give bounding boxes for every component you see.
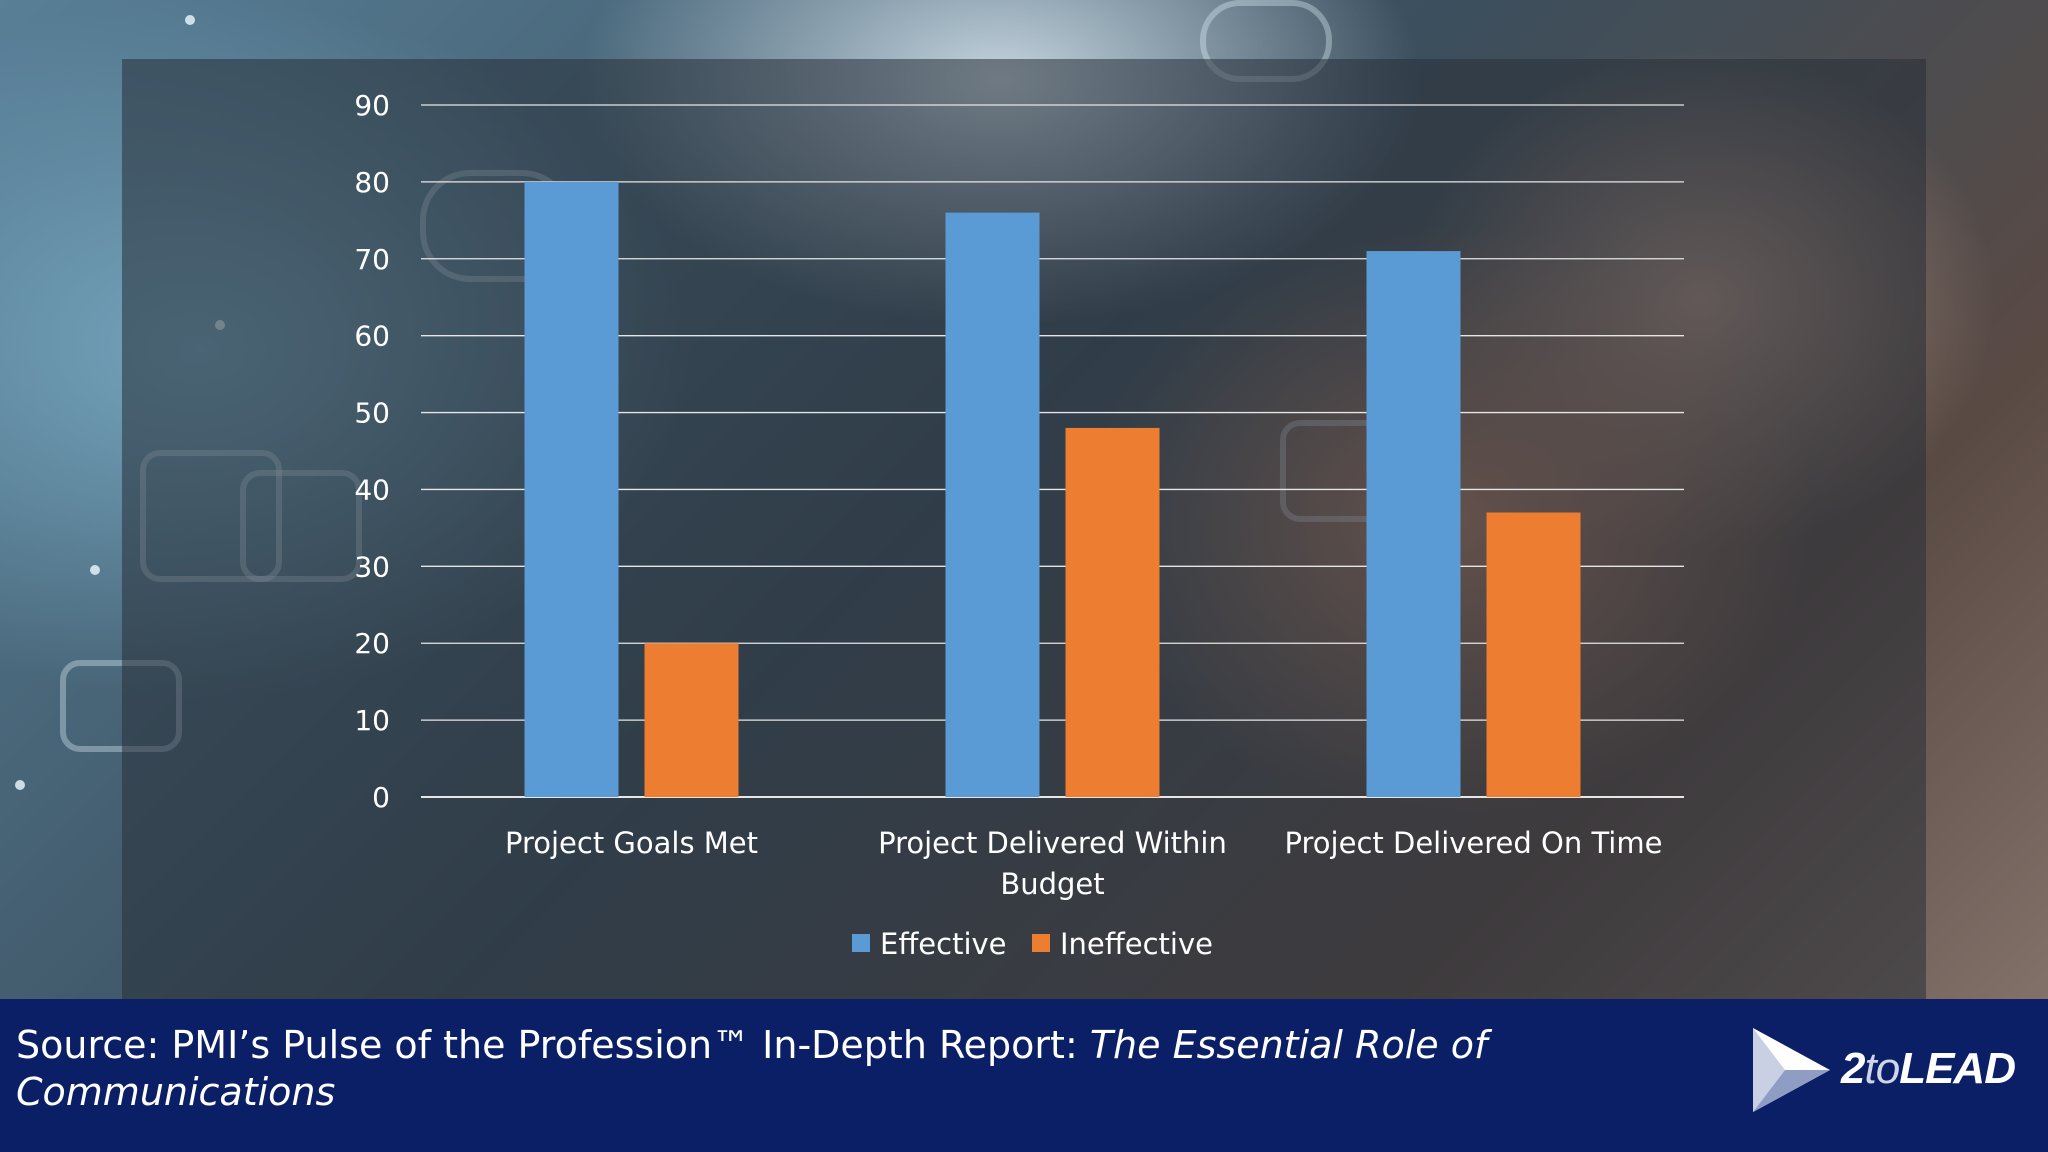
x-category-label: Project Delivered On Time <box>1285 826 1663 860</box>
y-tick-label: 60 <box>354 320 390 353</box>
legend-swatch-ineffective <box>1032 934 1050 952</box>
y-tick-label: 0 <box>372 781 390 814</box>
gridlines <box>421 104 1684 798</box>
y-tick-label: 50 <box>354 397 390 430</box>
source-text: Source: PMI’s Pulse of the Profession™ I… <box>16 1023 1090 1067</box>
x-category-label: Project Delivered Within <box>878 826 1227 860</box>
y-tick-label: 90 <box>354 89 390 122</box>
bar-ineffective-2 <box>1065 427 1160 797</box>
bar-effective-2 <box>945 212 1040 798</box>
y-tick-label: 40 <box>354 473 390 506</box>
x-category-label: Budget <box>1000 867 1104 901</box>
bars <box>524 181 1581 798</box>
bar-ineffective-3 <box>1486 512 1581 797</box>
logo-wordmark: 2toLEAD <box>1841 1044 2016 1093</box>
y-tick-label: 30 <box>354 550 390 583</box>
x-category-label: Project Goals Met <box>505 826 758 860</box>
legend-label-effective: Effective <box>880 927 1007 961</box>
bar-effective-1 <box>524 181 619 797</box>
legend-label-ineffective: Ineffective <box>1060 927 1213 961</box>
source-footer-bar <box>0 999 2048 1152</box>
legend: Effective Ineffective <box>852 927 1213 961</box>
report-title: The Essential Role of Communications <box>16 1023 1488 1114</box>
background-sparkle <box>185 15 195 25</box>
bar-effective-3 <box>1366 251 1461 798</box>
background-sparkle <box>15 780 25 790</box>
y-tick-label: 10 <box>354 704 390 737</box>
y-axis-ticks: 0 10 20 30 40 50 60 70 80 90 <box>354 89 390 814</box>
legend-swatch-effective <box>852 934 870 952</box>
logo-arrow-icon <box>1753 1028 1830 1112</box>
2tolead-logo: 2toLEAD <box>1745 1022 2035 1122</box>
y-tick-label: 20 <box>354 627 390 660</box>
x-axis-labels: Project Goals Met Project Delivered Withi… <box>505 826 1662 901</box>
source-citation: Source: PMI’s Pulse of the Profession™ I… <box>16 1022 1596 1116</box>
y-tick-label: 80 <box>354 166 390 199</box>
bar-ineffective-1 <box>644 643 739 797</box>
y-tick-label: 70 <box>354 243 390 276</box>
background-sparkle <box>90 565 100 575</box>
